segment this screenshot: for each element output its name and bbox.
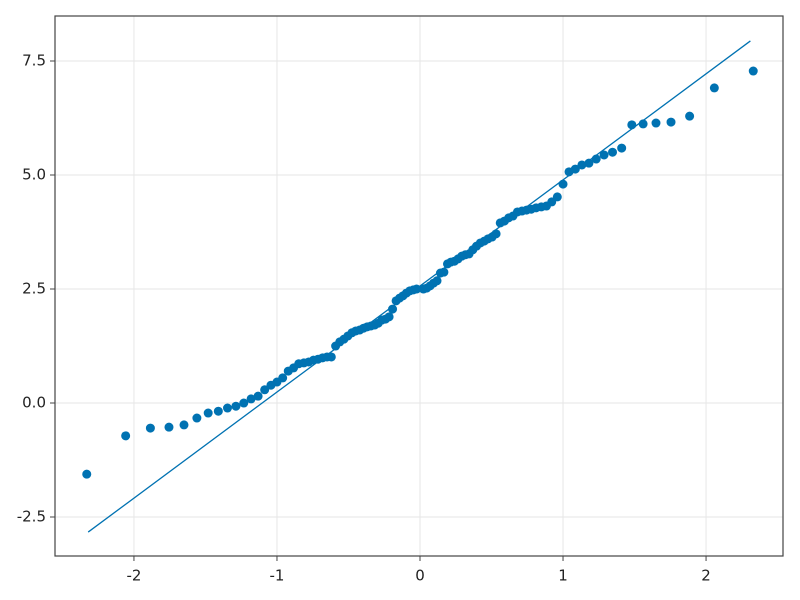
point	[278, 373, 288, 383]
point	[213, 406, 223, 416]
plot-frame	[54, 15, 784, 557]
point	[439, 267, 449, 277]
point	[491, 229, 501, 239]
point	[552, 192, 562, 202]
point	[82, 469, 92, 479]
y-tick-label: 7.5	[22, 52, 46, 70]
x-tick-label: -2	[126, 567, 141, 585]
point	[164, 422, 174, 432]
x-tick-label: 2	[701, 567, 711, 585]
point	[246, 394, 256, 404]
point	[651, 118, 661, 128]
point	[203, 408, 213, 418]
point	[260, 385, 270, 395]
point	[222, 403, 232, 413]
point	[617, 143, 627, 153]
point	[627, 120, 637, 130]
point	[577, 160, 587, 170]
point	[179, 420, 189, 430]
point	[558, 179, 568, 189]
point	[709, 83, 719, 93]
y-tick-label: 0.0	[22, 394, 46, 412]
point	[666, 117, 676, 127]
point	[685, 111, 695, 121]
point	[231, 401, 241, 411]
point	[638, 119, 648, 129]
x-tick-label: -1	[269, 567, 284, 585]
point	[748, 66, 758, 76]
point	[145, 423, 155, 433]
point	[412, 284, 422, 294]
y-tick-label: -2.5	[17, 508, 46, 526]
point	[599, 150, 609, 160]
point	[570, 164, 580, 174]
y-tick-label: 2.5	[22, 280, 46, 298]
point	[253, 391, 263, 401]
point	[192, 413, 202, 423]
point	[388, 304, 398, 314]
y-tick-label: 5.0	[22, 166, 46, 184]
point	[608, 147, 618, 157]
point	[384, 312, 394, 322]
point	[239, 398, 249, 408]
x-tick-label: 1	[558, 567, 568, 585]
x-tick-label: 0	[415, 567, 425, 585]
point	[591, 154, 601, 164]
point	[432, 276, 442, 286]
point	[121, 431, 131, 441]
point	[326, 352, 336, 362]
point	[584, 158, 594, 168]
